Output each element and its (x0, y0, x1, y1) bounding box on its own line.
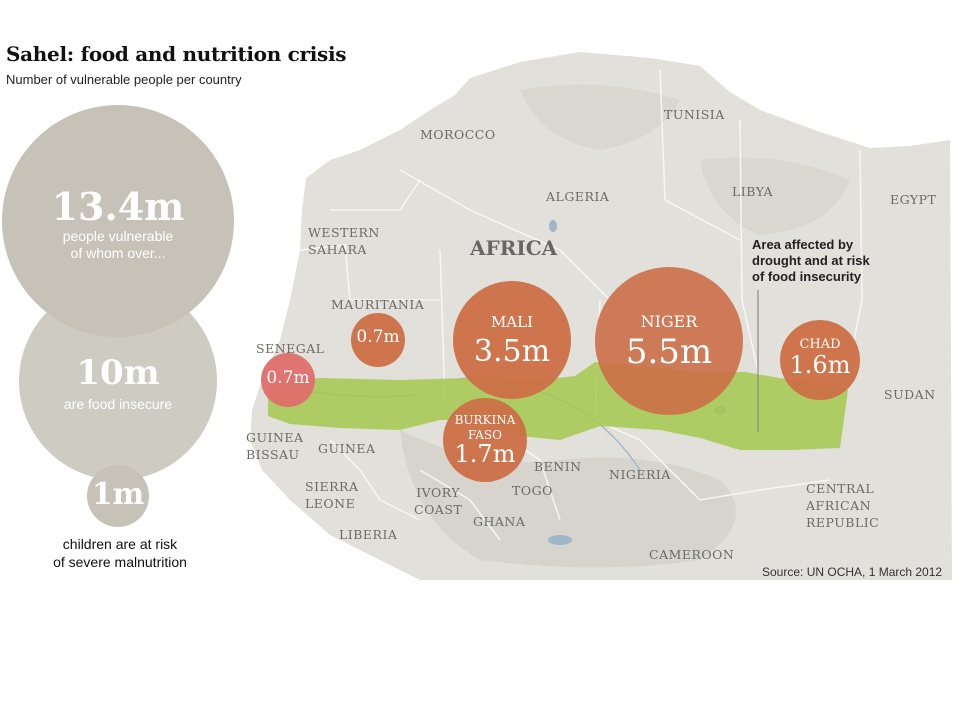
food-insecure-value: 10m (76, 353, 160, 393)
label-guinea: GUINEA (318, 441, 376, 456)
lake (548, 535, 572, 545)
label-senegal: SENEGAL (256, 341, 325, 356)
bubble-value-chad: 1.6m (789, 351, 851, 379)
label-western-sahara-line2: SAHARA (308, 242, 367, 257)
summary-circle-food-insecure (19, 282, 217, 480)
label-guinea-bissau-line1: GUINEA (246, 430, 304, 445)
label-cameroon: CAMEROON (649, 547, 735, 562)
label-guinea-bissau: GUINEA BISSAU (246, 429, 304, 463)
label-sudan: SUDAN (884, 387, 936, 402)
label-ghana: GHANA (473, 514, 526, 529)
label-libya: LIBYA (732, 184, 774, 199)
label-western-sahara: WESTERN SAHARA (308, 224, 380, 258)
bubble-label-burkina-faso-line1: BURKINA (454, 413, 516, 427)
page-title: Sahel: food and nutrition crisis (6, 42, 347, 66)
bubble-senegal (261, 353, 315, 407)
children-caption-line2: of severe malnutrition (53, 554, 187, 570)
lake (549, 220, 557, 232)
total-vulnerable-value: 13.4m (51, 184, 185, 229)
label-nigeria: NIGERIA (609, 467, 671, 482)
bubble-label-chad: CHAD (799, 337, 841, 352)
label-morocco: MOROCCO (420, 127, 496, 142)
label-western-sahara-line1: WESTERN (308, 225, 380, 240)
food-insecure-line1: are food insecure (63, 396, 173, 412)
bubble-label-niger: NIGER (640, 312, 698, 331)
drought-annotation: Area affected by drought and at risk of … (752, 237, 870, 284)
label-liberia: LIBERIA (339, 527, 398, 542)
label-car-line2: AFRICAN (806, 498, 872, 513)
total-vulnerable-line1: people vulnerable (62, 228, 174, 244)
label-ivory-coast-line2: COAST (414, 502, 463, 517)
bubble-burkina-faso (443, 398, 527, 482)
bubble-label-mali: MALI (490, 313, 534, 331)
label-guinea-bissau-line2: BISSAU (246, 447, 300, 462)
bubble-mali (453, 281, 571, 399)
terrain-shade (700, 157, 850, 235)
label-car-line1: CENTRAL (806, 481, 875, 496)
bubble-niger (595, 267, 743, 415)
bubble-value-mali: 3.5m (473, 334, 551, 369)
label-egypt: EGYPT (890, 192, 937, 207)
bubble-value-niger: 5.5m (625, 332, 713, 372)
continent-label: AFRICA (470, 236, 558, 260)
bubble-mauritania (351, 313, 405, 367)
summary-circle-children (87, 465, 149, 527)
label-sierra-leone-line2: LEONE (305, 496, 356, 511)
page-subtitle: Number of vulnerable people per country (6, 72, 242, 87)
label-benin: BENIN (534, 459, 582, 474)
label-ivory-coast: IVORY COAST (414, 484, 462, 518)
terrain-shade (520, 84, 680, 150)
label-central-african-republic: CENTRAL AFRICAN REPUBLIC (806, 480, 879, 531)
label-sierra-leone: SIERRA LEONE (305, 478, 358, 512)
label-car-line3: REPUBLIC (806, 515, 880, 530)
children-value: 1m (91, 477, 145, 512)
bubble-value-burkina-faso: 1.7m (454, 440, 516, 468)
children-caption-line1: children are at risk (62, 536, 178, 552)
children-caption: children are at risk of severe malnutrit… (20, 535, 220, 571)
source-note: Source: UN OCHA, 1 March 2012 (762, 565, 943, 579)
label-tunisia: TUNISIA (664, 107, 725, 122)
label-sierra-leone-line1: SIERRA (305, 479, 359, 494)
bubble-chad (780, 320, 860, 400)
label-togo: TOGO (512, 483, 553, 498)
bubble-label-burkina-faso-line2: FASO (467, 428, 502, 442)
label-mauritania: MAURITANIA (331, 297, 425, 312)
bubble-value-mauritania: 0.7m (356, 327, 400, 347)
label-algeria: ALGERIA (546, 189, 610, 204)
bubble-value-senegal: 0.7m (266, 368, 310, 388)
label-ivory-coast-line1: IVORY (416, 485, 461, 500)
total-vulnerable-line2: of whom over... (70, 245, 166, 261)
summary-circle-vulnerable (2, 105, 234, 337)
